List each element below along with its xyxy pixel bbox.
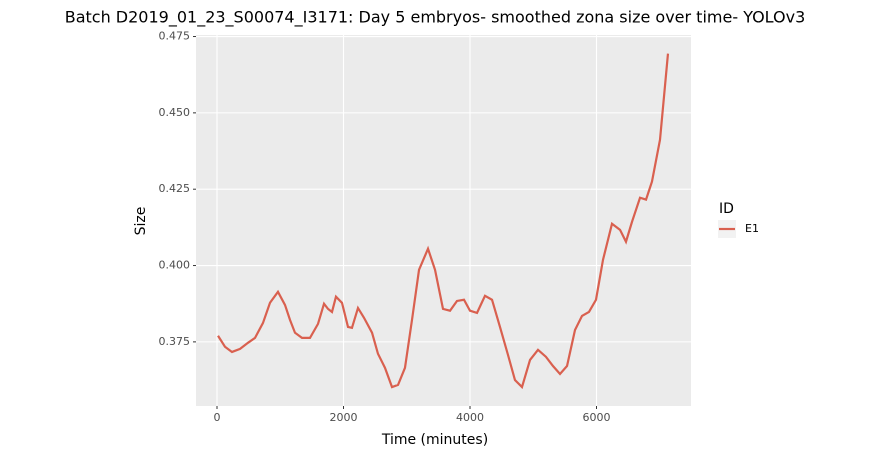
legend-title: ID [719, 201, 734, 217]
x-tick-label: 0 [213, 411, 220, 424]
y-tick-label: 0.450 [159, 106, 191, 119]
y-tick-label: 0.475 [159, 30, 191, 43]
x-tick-label: 2000 [330, 411, 358, 424]
x-tick-label: 6000 [583, 411, 611, 424]
x-axis-label: Time (minutes) [381, 432, 488, 448]
legend-label: E1 [745, 222, 759, 235]
y-axis-label: Size [133, 207, 149, 236]
data-line [217, 53, 670, 390]
plot-panel [196, 35, 691, 406]
x-tick-label: 4000 [456, 411, 484, 424]
y-tick-label: 0.375 [159, 335, 191, 348]
y-tick-label: 0.400 [159, 259, 191, 272]
chart-title: Batch D2019_01_23_S00074_I3171: Day 5 em… [65, 8, 806, 28]
y-tick-label: 0.425 [159, 182, 191, 195]
